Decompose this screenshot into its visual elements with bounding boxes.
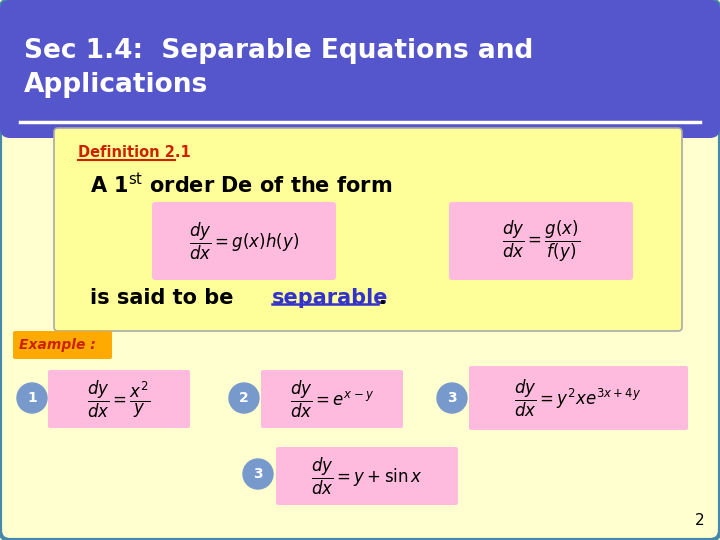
FancyBboxPatch shape bbox=[261, 370, 403, 428]
FancyBboxPatch shape bbox=[449, 202, 633, 280]
FancyBboxPatch shape bbox=[48, 370, 190, 428]
Text: Applications: Applications bbox=[24, 72, 208, 98]
Text: .: . bbox=[379, 288, 387, 308]
Text: is said to be: is said to be bbox=[90, 288, 248, 308]
Text: separable: separable bbox=[272, 288, 389, 308]
Circle shape bbox=[17, 383, 47, 413]
Text: 1: 1 bbox=[27, 391, 37, 405]
Text: $\dfrac{dy}{dx} = \dfrac{g(x)}{f(y)}$: $\dfrac{dy}{dx} = \dfrac{g(x)}{f(y)}$ bbox=[502, 218, 580, 264]
Circle shape bbox=[243, 459, 273, 489]
Text: $\dfrac{dy}{dx} = \dfrac{x^2}{y}$: $\dfrac{dy}{dx} = \dfrac{x^2}{y}$ bbox=[87, 379, 150, 420]
FancyBboxPatch shape bbox=[13, 331, 112, 359]
FancyBboxPatch shape bbox=[54, 128, 682, 331]
Circle shape bbox=[437, 383, 467, 413]
Text: Definition 2.1: Definition 2.1 bbox=[78, 145, 191, 160]
Text: 3: 3 bbox=[447, 391, 456, 405]
FancyBboxPatch shape bbox=[10, 100, 710, 128]
FancyBboxPatch shape bbox=[0, 0, 720, 138]
FancyBboxPatch shape bbox=[276, 447, 458, 505]
Text: $\dfrac{dy}{dx} = e^{x-y}$: $\dfrac{dy}{dx} = e^{x-y}$ bbox=[290, 379, 374, 420]
Circle shape bbox=[229, 383, 259, 413]
FancyBboxPatch shape bbox=[469, 366, 688, 430]
Text: Sec 1.4:  Separable Equations and: Sec 1.4: Separable Equations and bbox=[24, 38, 534, 64]
Text: $\dfrac{dy}{dx} = g(x)h(y)$: $\dfrac{dy}{dx} = g(x)h(y)$ bbox=[189, 220, 299, 261]
Text: $\dfrac{dy}{dx} = y^2 x e^{3x+4y}$: $\dfrac{dy}{dx} = y^2 x e^{3x+4y}$ bbox=[514, 377, 642, 418]
Text: 2: 2 bbox=[694, 513, 704, 528]
Text: 2: 2 bbox=[239, 391, 249, 405]
Text: 3: 3 bbox=[253, 467, 263, 481]
FancyBboxPatch shape bbox=[152, 202, 336, 280]
Text: $\dfrac{dy}{dx} = y + \sin x$: $\dfrac{dy}{dx} = y + \sin x$ bbox=[311, 455, 423, 497]
Text: A 1$^{\rm st}$ order De of the form: A 1$^{\rm st}$ order De of the form bbox=[90, 172, 392, 197]
Text: Example :: Example : bbox=[19, 338, 96, 352]
